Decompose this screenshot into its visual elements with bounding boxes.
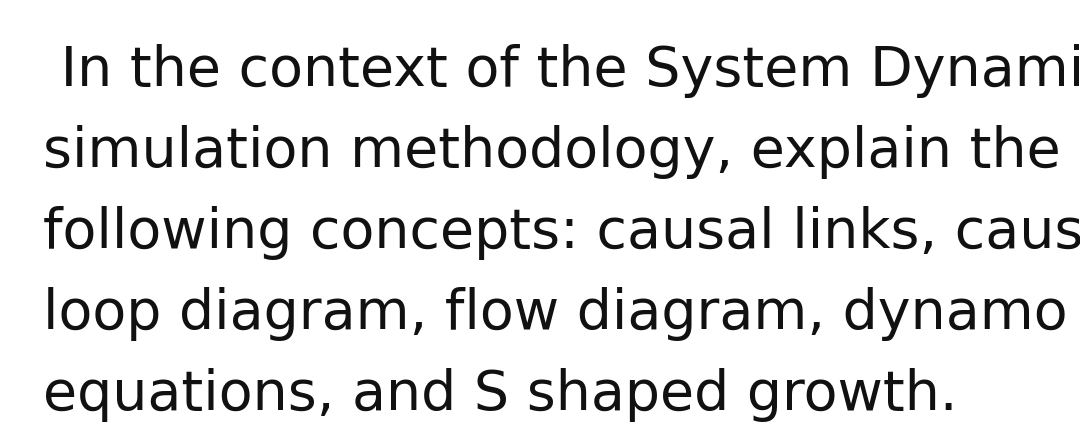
Text: equations, and S shaped growth.: equations, and S shaped growth. [43,368,958,422]
Text: In the context of the System Dynamics: In the context of the System Dynamics [43,44,1080,98]
Text: following concepts: causal links, causal: following concepts: causal links, causal [43,206,1080,260]
Text: loop diagram, flow diagram, dynamo: loop diagram, flow diagram, dynamo [43,287,1068,341]
Text: simulation methodology, explain the: simulation methodology, explain the [43,125,1061,179]
